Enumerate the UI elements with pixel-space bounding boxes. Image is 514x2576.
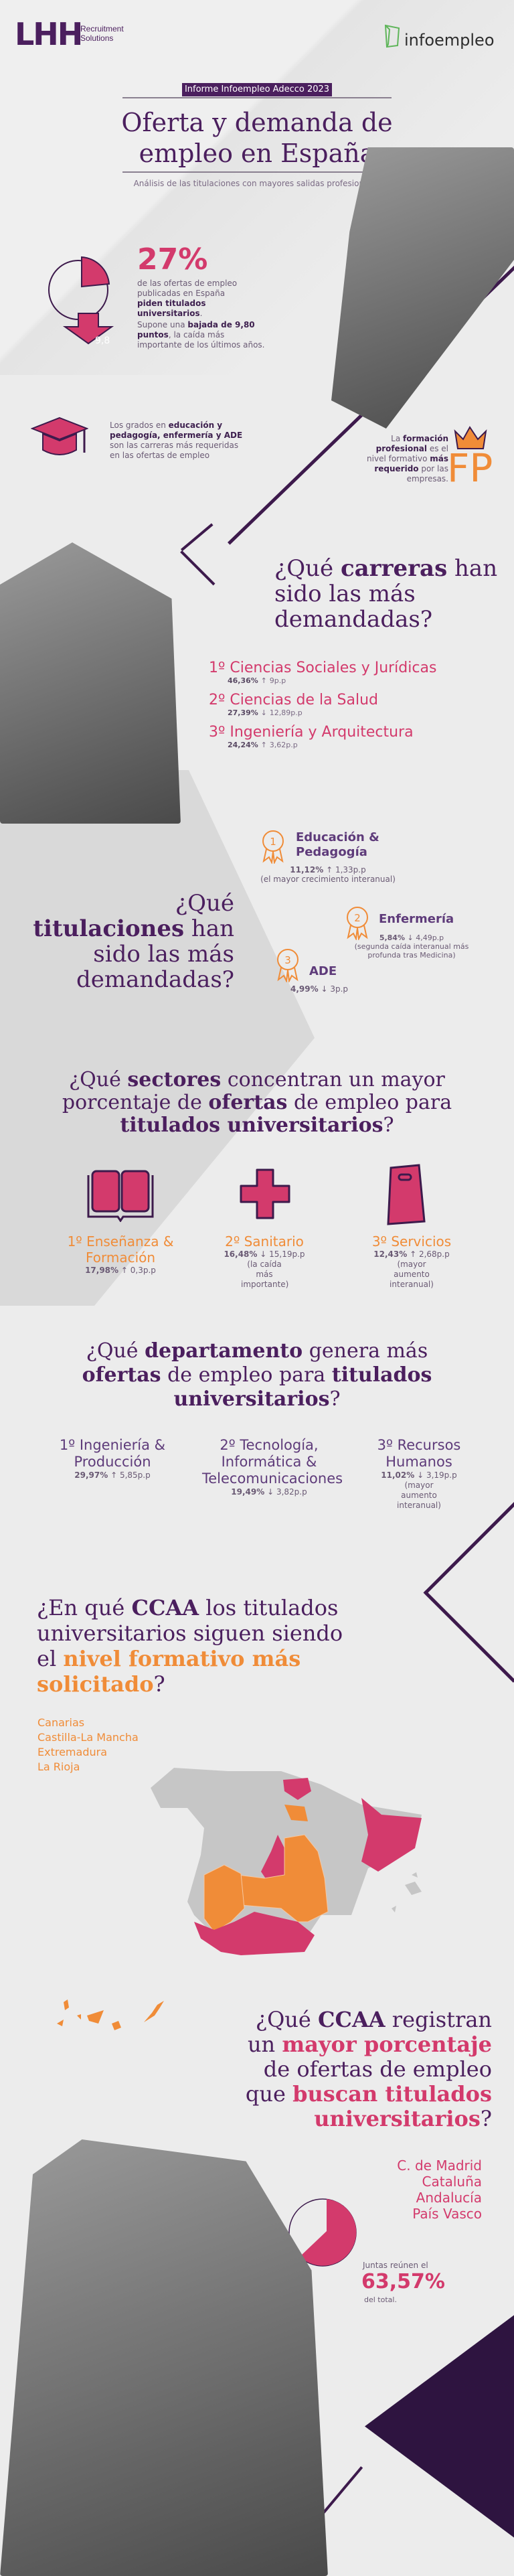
titulaciones-question: ¿Qué titulaciones han sido las más deman…	[33, 890, 234, 993]
lhh-logo: LHH	[15, 16, 83, 52]
pie-27-icon	[48, 256, 114, 345]
carreras-question: ¿Qué carreras han sido las más demandada…	[274, 555, 498, 633]
medal-2-icon: 2	[347, 907, 368, 940]
spain-map	[151, 1768, 422, 1955]
page-title: Oferta y demanda de empleo en España	[121, 108, 393, 168]
photo-man-laptop	[331, 147, 514, 429]
page-subtitle: Análisis de las titulaciones con mayores…	[133, 179, 381, 188]
infoempleo-logo: infoempleo	[404, 31, 495, 50]
titulacion-1-name: Educación & Pedagogía	[296, 830, 379, 859]
sector-3: 3º Servicios 12,43% ↑ 2,68p.p (mayor aum…	[371, 1233, 452, 1289]
titulacion-2-stat: 5,84% ↓ 4,49p.p (segunda caída interanua…	[354, 933, 469, 960]
lhh-logo-sub: Recruitment Solutions	[80, 24, 124, 43]
departamento-1: 1º Ingeniería & Producción 29,97% ↑ 5,85…	[59, 1437, 166, 1480]
sector-2: 2º Sanitario 16,48% ↓ 15,19p.p (la caída…	[224, 1233, 305, 1289]
drop-value: 9,8	[95, 335, 110, 346]
fp-desc: La formación profesional es el nivel for…	[367, 434, 448, 483]
report-badge: Informe Infoempleo Adecco 2023	[182, 83, 332, 96]
ccaa-uni-list: C. de Madrid Cataluña Andalucía País Vas…	[397, 2157, 482, 2222]
svg-text:1: 1	[270, 836, 276, 848]
titulacion-1-stat: 11,12% ↑ 1,33p.p (el mayor crecimiento i…	[260, 865, 396, 884]
shopping-bag-icon	[387, 1164, 426, 1225]
graduation-cap-icon	[31, 416, 88, 455]
drop-desc: Supone una bajada de 9,80 puntos, la caí…	[137, 320, 265, 350]
titulacion-3-stat: 4,99% ↓ 3p.p	[290, 984, 349, 994]
titulacion-3-name: ADE	[309, 964, 337, 978]
canary-islands-map	[57, 1999, 164, 2030]
medal-3-icon: 3	[277, 949, 298, 982]
chevron-line-b	[180, 550, 216, 586]
dark-diamond	[365, 2277, 514, 2576]
infoempleo-logo-icon	[384, 24, 400, 48]
departamento-3: 3º Recursos Humanos 11,02% ↓ 3,19p.p (ma…	[377, 1437, 461, 1510]
photo-woman-tablet	[0, 2139, 328, 2576]
photo-woman-phone	[0, 542, 181, 824]
carrera-item: 3º Ingeniería y Arquitectura 24,24% ↑ 3,…	[209, 724, 414, 749]
carrera-item: 1º Ciencias Sociales y Jurídicas 46,36% …	[209, 660, 437, 685]
carrera-item: 2º Ciencias de la Salud 27,39% ↓ 12,89p.…	[209, 692, 379, 717]
svg-text:3: 3	[284, 954, 291, 966]
ccaa-fp-question: ¿En qué CCAA los titulados universitario…	[37, 1595, 343, 1697]
stat-27-percent: 27%	[137, 242, 208, 277]
medical-cross-icon	[240, 1168, 290, 1219]
title-rule-top	[122, 97, 392, 98]
sectores-question: ¿Qué sectores concentran un mayor porcen…	[62, 1068, 452, 1137]
stat-27-desc: de las ofertas de empleo publicadas en E…	[137, 279, 238, 318]
crown-icon	[454, 426, 487, 449]
book-icon	[87, 1170, 154, 1222]
chevron-line-a	[181, 523, 213, 552]
grados-desc: Los grados en educación y pedagogía, enf…	[110, 421, 243, 460]
fp-label: FP	[447, 445, 493, 491]
departamento-question: ¿Qué departamento genera más ofertas de …	[82, 1339, 432, 1411]
juntas-label: Juntas reúnen el	[363, 2261, 428, 2270]
del-total-label: del total.	[364, 2295, 397, 2304]
titulacion-2-name: Enfermería	[379, 912, 454, 926]
ccaa-fp-list: Canarias Castilla-La Mancha Extremadura …	[37, 1716, 139, 1773]
departamento-2: 2º Tecnología, Informática & Telecomunic…	[202, 1437, 343, 1497]
chevron-right-b	[423, 1590, 514, 1683]
pie-63-icon	[288, 2198, 357, 2267]
ccaa-uni-question: ¿Qué CCAA registran un mayor porcentaje …	[245, 2007, 492, 2131]
svg-text:2: 2	[354, 912, 361, 924]
medal-1-icon: 1	[262, 830, 284, 864]
chevron-right-a	[424, 1501, 514, 1594]
carreras-list: 1º Ciencias Sociales y Jurídicas 46,36% …	[209, 660, 503, 749]
sector-1: 1º Enseñanza & Formación 17,98% ↑ 0,3p.p	[67, 1233, 174, 1275]
title-rule-bottom	[122, 171, 392, 173]
stat-63-percent: 63,57%	[361, 2270, 445, 2293]
